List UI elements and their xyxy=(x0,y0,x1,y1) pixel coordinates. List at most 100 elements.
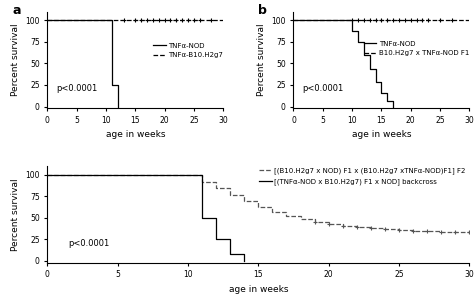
[(B10.H2g7 x NOD) F1 x (B10.H2g7 xTNFα-NOD)F1] F2 xyxy=(312,218,318,221)
Legend: [(B10.H2g7 x NOD) F1 x (B10.H2g7 xTNFα-NOD)F1] F2, [(TNFα-NOD x B10.H2g7) F1 x N: [(B10.H2g7 x NOD) F1 x (B10.H2g7 xTNFα-N… xyxy=(259,168,466,185)
[(TNFα-NOD x B10.H2g7) F1 x NOD] backcross xyxy=(185,173,191,176)
[(B10.H2g7 x NOD) F1 x (B10.H2g7 xTNFα-NOD)F1] F2 xyxy=(199,180,205,183)
[(B10.H2g7 x NOD) F1 x (B10.H2g7 xTNFα-NOD)F1] F2 xyxy=(228,194,233,197)
[(TNFα-NOD x B10.H2g7) F1 x NOD] backcross xyxy=(199,173,205,176)
TNFα-NOD xyxy=(390,105,396,108)
[(B10.H2g7 x NOD) F1 x (B10.H2g7 xTNFα-NOD)F1] F2 xyxy=(283,214,289,218)
[(B10.H2g7 x NOD) F1 x (B10.H2g7 xTNFα-NOD)F1] F2 xyxy=(396,227,402,231)
TNFα-B10.H2g7 xyxy=(220,19,226,22)
[(B10.H2g7 x NOD) F1 x (B10.H2g7 xTNFα-NOD)F1] F2 xyxy=(255,205,261,208)
Text: a: a xyxy=(12,4,21,17)
TNFα-NOD xyxy=(115,83,120,87)
[(B10.H2g7 x NOD) F1 x (B10.H2g7 xTNFα-NOD)F1] F2 xyxy=(255,199,261,202)
TNFα-B10.H2g7 xyxy=(220,19,226,22)
TNFα-NOD xyxy=(373,81,378,84)
[(TNFα-NOD x B10.H2g7) F1 x NOD] backcross xyxy=(45,173,50,176)
[(B10.H2g7 x NOD) F1 x (B10.H2g7 xTNFα-NOD)F1] F2 xyxy=(283,210,289,214)
TNFα-NOD xyxy=(367,53,373,57)
[(B10.H2g7 x NOD) F1 x (B10.H2g7 xTNFα-NOD)F1] F2 xyxy=(185,173,191,176)
B10.H2g7 x TNFα-NOD F1 xyxy=(466,19,472,22)
[(B10.H2g7 x NOD) F1 x (B10.H2g7 xTNFα-NOD)F1] F2 xyxy=(312,220,318,224)
[(B10.H2g7 x NOD) F1 x (B10.H2g7 xTNFα-NOD)F1] F2 xyxy=(340,224,346,227)
[(B10.H2g7 x NOD) F1 x (B10.H2g7 xTNFα-NOD)F1] F2 xyxy=(213,187,219,190)
B10.H2g7 x TNFα-NOD F1 xyxy=(349,19,355,22)
X-axis label: age in weeks: age in weeks xyxy=(106,130,165,140)
[(B10.H2g7 x NOD) F1 x (B10.H2g7 xTNFα-NOD)F1] F2 xyxy=(368,226,374,230)
TNFα-NOD xyxy=(103,19,109,22)
[(B10.H2g7 x NOD) F1 x (B10.H2g7 xTNFα-NOD)F1] F2 xyxy=(241,199,247,202)
TNFα-NOD xyxy=(291,19,296,22)
TNFα-NOD xyxy=(384,91,390,94)
[(B10.H2g7 x NOD) F1 x (B10.H2g7 xTNFα-NOD)F1] F2 xyxy=(326,220,331,224)
[(TNFα-NOD x B10.H2g7) F1 x NOD] backcross xyxy=(185,173,191,176)
X-axis label: age in weeks: age in weeks xyxy=(228,285,288,294)
[(TNFα-NOD x B10.H2g7) F1 x NOD] backcross xyxy=(213,216,219,219)
[(B10.H2g7 x NOD) F1 x (B10.H2g7 xTNFα-NOD)F1] F2 xyxy=(410,228,416,232)
TNFα-NOD xyxy=(343,19,349,22)
TNFα-NOD xyxy=(379,91,384,94)
Line: TNFα-NOD: TNFα-NOD xyxy=(293,20,393,106)
TNFα-NOD xyxy=(361,53,367,57)
TNFα-NOD xyxy=(343,19,349,22)
[(B10.H2g7 x NOD) F1 x (B10.H2g7 xTNFα-NOD)F1] F2 xyxy=(213,180,219,183)
Line: [(B10.H2g7 x NOD) F1 x (B10.H2g7 xTNFα-NOD)F1] F2: [(B10.H2g7 x NOD) F1 x (B10.H2g7 xTNFα-N… xyxy=(47,175,469,232)
Y-axis label: Percent survival: Percent survival xyxy=(257,24,266,96)
[(B10.H2g7 x NOD) F1 x (B10.H2g7 xTNFα-NOD)F1] F2 xyxy=(410,229,416,232)
TNFα-NOD xyxy=(379,81,384,84)
TNFα-NOD xyxy=(109,19,115,22)
TNFα-NOD xyxy=(349,29,355,32)
[(TNFα-NOD x B10.H2g7) F1 x NOD] backcross xyxy=(199,216,205,219)
TNFα-B10.H2g7 xyxy=(121,19,127,22)
[(B10.H2g7 x NOD) F1 x (B10.H2g7 xTNFα-NOD)F1] F2 xyxy=(396,228,402,232)
TNFα-NOD xyxy=(355,29,361,32)
[(B10.H2g7 x NOD) F1 x (B10.H2g7 xTNFα-NOD)F1] F2 xyxy=(298,214,303,218)
[(TNFα-NOD x B10.H2g7) F1 x NOD] backcross xyxy=(228,237,233,241)
TNFα-NOD xyxy=(355,40,361,44)
TNFα-NOD xyxy=(115,105,120,108)
TNFα-B10.H2g7 xyxy=(45,19,50,22)
TNFα-NOD xyxy=(109,83,115,87)
B10.H2g7 x TNFα-NOD F1 xyxy=(466,19,472,22)
Line: [(TNFα-NOD x B10.H2g7) F1 x NOD] backcross: [(TNFα-NOD x B10.H2g7) F1 x NOD] backcro… xyxy=(47,175,244,261)
[(TNFα-NOD x B10.H2g7) F1 x NOD] backcross xyxy=(213,237,219,241)
[(B10.H2g7 x NOD) F1 x (B10.H2g7 xTNFα-NOD)F1] F2 xyxy=(199,173,205,176)
B10.H2g7 x TNFα-NOD F1 xyxy=(349,19,355,22)
[(B10.H2g7 x NOD) F1 x (B10.H2g7 xTNFα-NOD)F1] F2 xyxy=(424,229,430,232)
[(B10.H2g7 x NOD) F1 x (B10.H2g7 xTNFα-NOD)F1] F2 xyxy=(185,173,191,176)
TNFα-NOD xyxy=(384,100,390,103)
TNFα-NOD xyxy=(361,40,367,44)
[(B10.H2g7 x NOD) F1 x (B10.H2g7 xTNFα-NOD)F1] F2 xyxy=(438,229,444,232)
Legend: TNFα-NOD, B10.H2g7 x TNFα-NOD F1: TNFα-NOD, B10.H2g7 x TNFα-NOD F1 xyxy=(364,41,469,56)
[(B10.H2g7 x NOD) F1 x (B10.H2g7 xTNFα-NOD)F1] F2 xyxy=(466,230,472,233)
[(B10.H2g7 x NOD) F1 x (B10.H2g7 xTNFα-NOD)F1] F2 xyxy=(270,205,275,208)
[(B10.H2g7 x NOD) F1 x (B10.H2g7 xTNFα-NOD)F1] F2 xyxy=(438,230,444,233)
Line: TNFα-NOD: TNFα-NOD xyxy=(47,20,118,106)
TNFα-NOD xyxy=(390,100,396,103)
[(B10.H2g7 x NOD) F1 x (B10.H2g7 xTNFα-NOD)F1] F2 xyxy=(340,222,346,226)
X-axis label: age in weeks: age in weeks xyxy=(352,130,411,140)
[(B10.H2g7 x NOD) F1 x (B10.H2g7 xTNFα-NOD)F1] F2 xyxy=(354,225,360,229)
[(TNFα-NOD x B10.H2g7) F1 x NOD] backcross xyxy=(228,252,233,256)
TNFα-NOD xyxy=(103,19,109,22)
[(B10.H2g7 x NOD) F1 x (B10.H2g7 xTNFα-NOD)F1] F2 xyxy=(228,187,233,190)
[(B10.H2g7 x NOD) F1 x (B10.H2g7 xTNFα-NOD)F1] F2 xyxy=(424,229,430,232)
Y-axis label: Percent survival: Percent survival xyxy=(11,178,20,251)
Text: b: b xyxy=(258,4,267,17)
TNFα-B10.H2g7 xyxy=(121,19,127,22)
TNFα-NOD xyxy=(349,19,355,22)
[(B10.H2g7 x NOD) F1 x (B10.H2g7 xTNFα-NOD)F1] F2 xyxy=(466,230,472,233)
[(B10.H2g7 x NOD) F1 x (B10.H2g7 xTNFα-NOD)F1] F2 xyxy=(354,224,360,227)
TNFα-NOD xyxy=(367,67,373,71)
[(B10.H2g7 x NOD) F1 x (B10.H2g7 xTNFα-NOD)F1] F2 xyxy=(368,225,374,229)
Legend: TNFα-NOD, TNFα-B10.H2g7: TNFα-NOD, TNFα-B10.H2g7 xyxy=(153,43,223,58)
Y-axis label: Percent survival: Percent survival xyxy=(11,24,20,96)
[(B10.H2g7 x NOD) F1 x (B10.H2g7 xTNFα-NOD)F1] F2 xyxy=(382,226,388,230)
Text: p<0.0001: p<0.0001 xyxy=(56,84,98,94)
[(B10.H2g7 x NOD) F1 x (B10.H2g7 xTNFα-NOD)F1] F2 xyxy=(241,194,247,197)
Text: p<0.0001: p<0.0001 xyxy=(302,84,344,94)
[(TNFα-NOD x B10.H2g7) F1 x NOD] backcross xyxy=(241,259,247,263)
[(TNFα-NOD x B10.H2g7) F1 x NOD] backcross xyxy=(241,252,247,256)
[(B10.H2g7 x NOD) F1 x (B10.H2g7 xTNFα-NOD)F1] F2 xyxy=(326,222,331,226)
[(B10.H2g7 x NOD) F1 x (B10.H2g7 xTNFα-NOD)F1] F2 xyxy=(298,218,303,221)
[(B10.H2g7 x NOD) F1 x (B10.H2g7 xTNFα-NOD)F1] F2 xyxy=(270,210,275,214)
